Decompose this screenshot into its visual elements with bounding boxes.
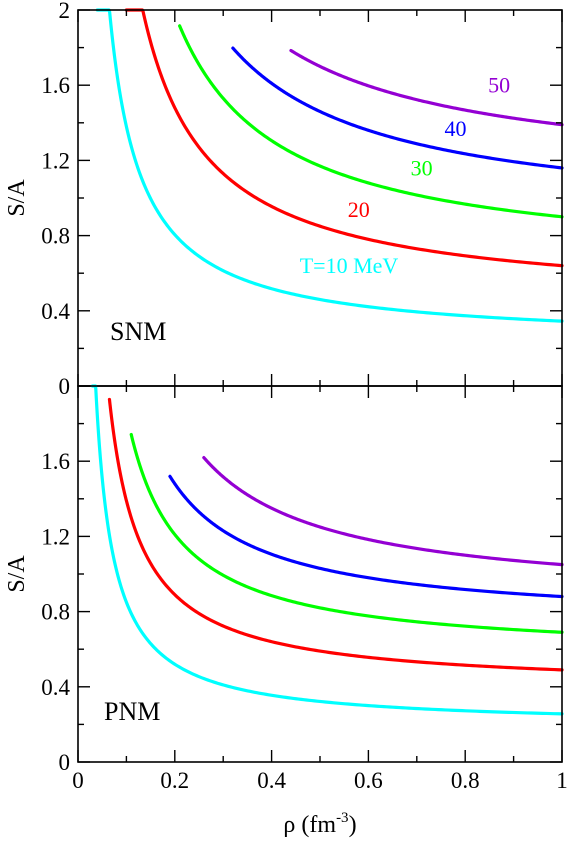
x-tick-label: 1 [556,768,568,793]
panel-pnm-label: PNM [104,697,160,726]
y-tick-label: 0.4 [41,299,70,324]
panel-pnm-frame [77,385,563,763]
y-tick-label: 0.8 [41,600,70,625]
y-tick-label: 0 [59,750,71,775]
panel-snm-curve-t-10-mev [95,8,564,323]
panel-pnm-x-tick-labels: 0 0.2 0.4 0.6 0.8 1 [72,768,568,793]
panel-pnm-y-tick-labels: 0 0.4 0.8 1.2 1.6 [41,449,70,775]
panel-snm-curve-40 [231,46,564,170]
panel-snm-label: SNM [110,317,166,346]
panel-pnm-curve-t-10-mev [90,384,564,716]
panel-snm-curve-labels: T=10 MeV 20 30 40 50 [300,73,510,279]
x-axis-title-exponent: -3 [336,810,349,826]
x-axis-title: ρ (fm-3) [283,810,356,838]
panel-snm-y-axis-title: S/A [4,179,30,217]
panel-snm-y-tick-labels: 0 0.4 0.8 1.2 1.6 2 [41,0,70,399]
x-tick-label: 0.4 [257,768,286,793]
y-tick-label: 2 [59,0,71,23]
panel-pnm: 0 0.4 0.8 1.2 1.6 0 0.2 0.4 0.6 0.8 1 PNM S/A ρ (… [4,384,568,838]
curve-label-50: 50 [488,73,510,98]
x-axis-title-close: ) [349,812,357,838]
panel-pnm-curve-30 [129,432,564,634]
y-tick-label: 0.8 [41,224,70,249]
panel-pnm-curves [90,384,564,716]
panel-pnm-y-axis-title: S/A [4,555,30,593]
curve-label-20: 20 [348,197,370,222]
panel-pnm-curve-20 [107,397,564,672]
y-tick-label: 0 [59,374,71,399]
y-tick-label: 0.4 [41,675,70,700]
y-tick-label: 1.2 [41,524,70,549]
x-tick-label: 0.6 [354,768,383,793]
y-tick-label: 1.2 [41,148,70,173]
x-axis-title-base: ρ (fm [283,812,336,838]
panel-pnm-curve-40 [168,474,564,599]
curve-label-t-10-mev: T=10 MeV [300,253,399,278]
y-tick-label: 1.6 [41,449,70,474]
x-tick-label: 0.2 [160,768,189,793]
panel-snm-curve-30 [178,24,564,219]
panel-pnm-curve-50 [202,455,564,567]
x-tick-label: 0.8 [451,768,480,793]
panel-snm-curve-50 [289,48,564,127]
curve-label-40: 40 [445,116,467,141]
y-tick-label: 1.6 [41,73,70,98]
x-tick-label: 0 [72,768,84,793]
curve-label-30: 30 [411,155,433,180]
panel-snm: T=10 MeV 20 30 40 50 0 0.4 0.8 1.2 1.6 2 SNM S/A [4,0,564,399]
